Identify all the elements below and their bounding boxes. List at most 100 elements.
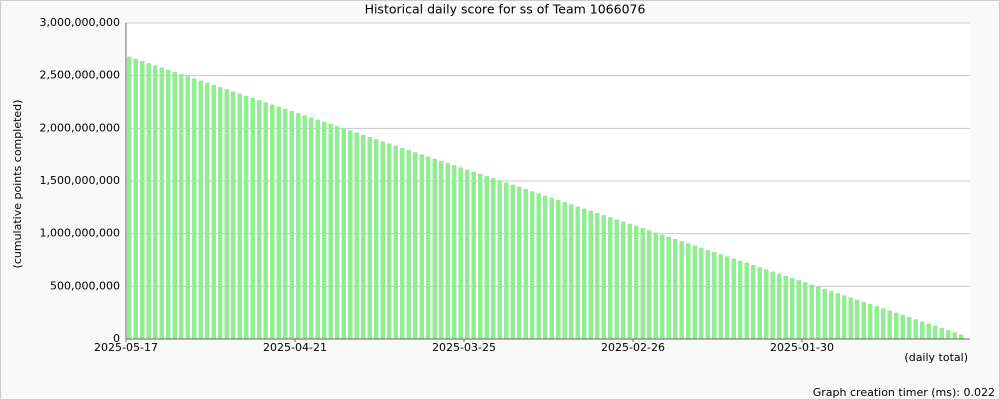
bar <box>543 195 548 339</box>
y-tick-label: 0 <box>113 332 120 345</box>
bar <box>159 67 164 339</box>
bar <box>224 89 229 339</box>
bar <box>926 323 931 339</box>
bar <box>315 119 320 339</box>
bar <box>432 158 437 339</box>
bar <box>627 223 632 339</box>
bar <box>725 256 730 339</box>
bar <box>400 147 405 339</box>
bar <box>406 150 411 339</box>
bar <box>517 186 522 339</box>
y-tick-label: 1,000,000,000 <box>40 227 120 240</box>
bar <box>855 299 860 339</box>
bar <box>809 284 814 339</box>
bar <box>322 121 327 339</box>
bar <box>445 163 450 339</box>
bar <box>530 191 535 339</box>
bar <box>205 82 210 340</box>
x-tick-label: 2025-02-26 <box>601 341 665 354</box>
bar <box>900 314 905 339</box>
x-tick-label: 2025-05-17 <box>94 341 158 354</box>
bar <box>387 143 392 339</box>
bar <box>283 108 288 339</box>
bar <box>582 208 587 339</box>
y-tick-label: 2,000,000,000 <box>40 121 120 134</box>
bar <box>244 95 249 339</box>
bar <box>881 308 886 339</box>
bar <box>426 156 431 339</box>
bar <box>783 275 788 339</box>
bar <box>133 58 138 340</box>
bar <box>471 171 476 339</box>
bar <box>309 117 314 339</box>
bar <box>335 126 340 340</box>
bar <box>679 241 684 339</box>
bar <box>484 176 489 339</box>
bar <box>211 84 216 339</box>
bar <box>829 291 834 339</box>
bar <box>666 236 671 339</box>
bar <box>419 154 424 339</box>
bar <box>257 100 262 339</box>
bar <box>465 169 470 339</box>
bar <box>361 134 366 339</box>
bar <box>848 297 853 339</box>
bar <box>913 319 918 339</box>
bar <box>608 217 613 339</box>
annotation: Graph creation timer (ms): 0.022 <box>813 386 995 399</box>
y-tick-label: 500,000,000 <box>50 279 120 292</box>
bar <box>686 243 691 339</box>
bar <box>270 104 275 340</box>
bar <box>764 269 769 339</box>
bar <box>458 167 463 339</box>
bar <box>595 212 600 339</box>
bar <box>328 123 333 339</box>
chart-title: Historical daily score for ss of Team 10… <box>365 2 646 17</box>
bar <box>289 110 294 339</box>
bar <box>491 178 496 339</box>
bar <box>198 80 203 340</box>
bar <box>803 282 808 339</box>
bar <box>744 262 749 339</box>
bar <box>621 221 626 339</box>
bar <box>192 78 197 339</box>
bar <box>660 234 665 339</box>
bar <box>380 141 385 339</box>
bar <box>731 258 736 339</box>
bar <box>413 152 418 339</box>
bar <box>569 204 574 339</box>
bar <box>907 317 912 339</box>
bar <box>959 334 964 339</box>
bar <box>478 173 483 339</box>
bar <box>302 115 307 340</box>
bar <box>146 63 151 339</box>
bar <box>699 247 704 339</box>
bar <box>601 215 606 339</box>
bar <box>939 327 944 339</box>
bar <box>237 93 242 340</box>
bar <box>692 245 697 339</box>
bar <box>673 238 678 339</box>
bar <box>549 197 554 339</box>
bar <box>920 321 925 339</box>
bar <box>822 288 827 339</box>
bar <box>523 189 528 339</box>
bar <box>874 306 879 339</box>
bar <box>614 219 619 339</box>
y-tick-label: 3,000,000,000 <box>40 16 120 29</box>
bar <box>367 136 372 339</box>
bar <box>536 193 541 339</box>
bar <box>777 273 782 339</box>
bar <box>712 251 717 339</box>
bar <box>393 145 398 339</box>
bar <box>439 160 444 339</box>
bar <box>153 65 158 339</box>
bar <box>718 254 723 339</box>
bar <box>770 271 775 339</box>
bar <box>738 260 743 339</box>
bar <box>354 132 359 339</box>
bar <box>835 293 840 339</box>
bar <box>952 332 957 339</box>
bar <box>816 286 821 339</box>
bar <box>894 312 899 339</box>
